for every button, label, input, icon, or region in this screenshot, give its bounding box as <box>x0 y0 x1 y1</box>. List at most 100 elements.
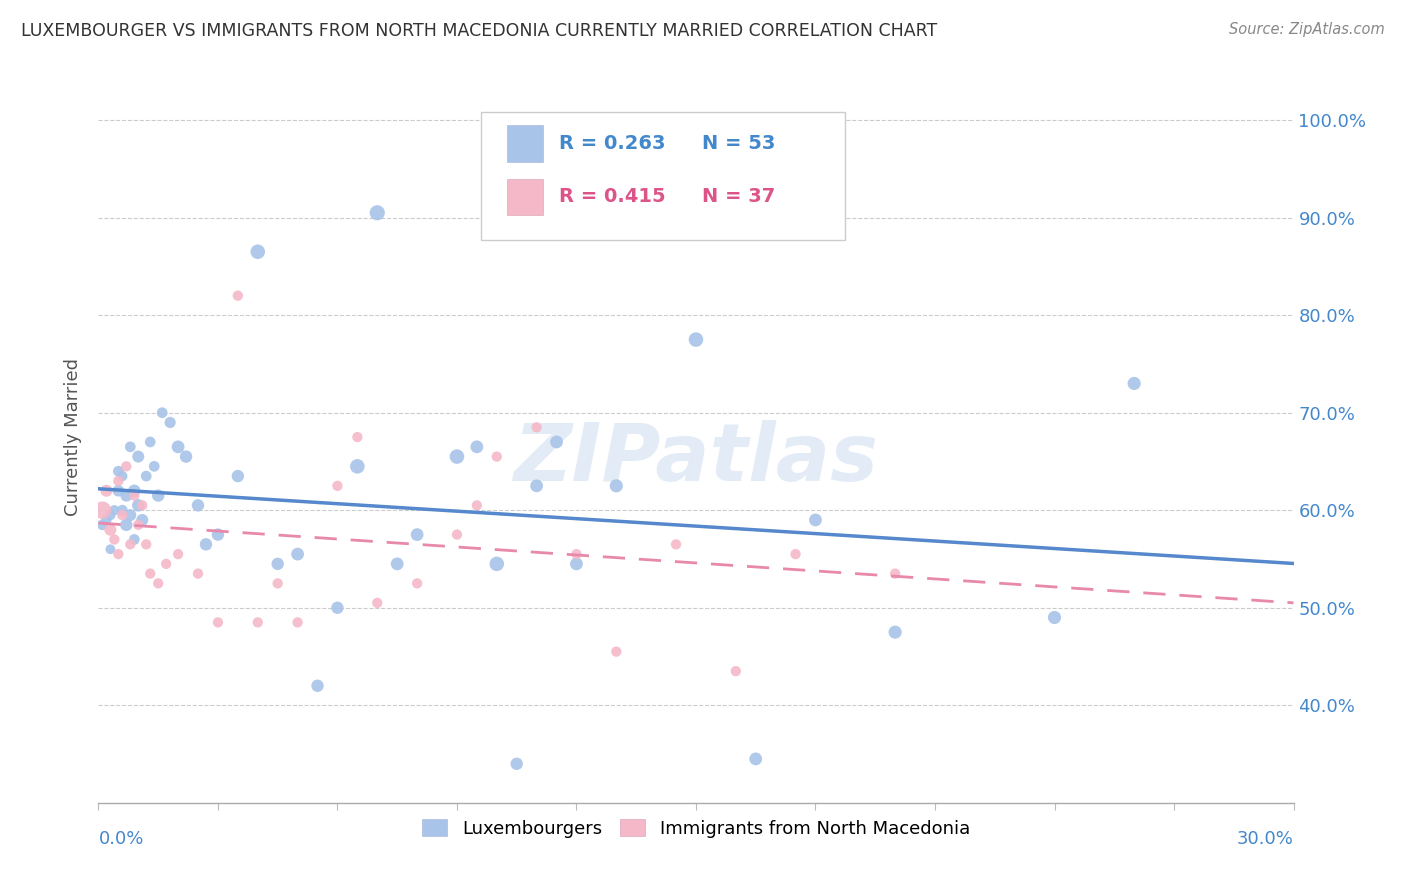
Point <box>120 537 142 551</box>
Point <box>226 469 249 483</box>
Point <box>159 416 181 430</box>
Point <box>446 450 468 464</box>
Point <box>124 483 146 498</box>
Point <box>246 244 269 259</box>
Point <box>96 513 118 527</box>
Point <box>107 474 129 488</box>
Text: 0.0%: 0.0% <box>98 830 143 848</box>
Text: R = 0.263: R = 0.263 <box>558 134 665 153</box>
Point <box>148 489 170 503</box>
Point <box>465 440 488 454</box>
Point <box>267 557 290 571</box>
Point <box>143 459 166 474</box>
Point <box>526 479 548 493</box>
Point <box>167 547 190 561</box>
Legend: Luxembourgers, Immigrants from North Macedonia: Luxembourgers, Immigrants from North Mac… <box>415 813 977 845</box>
Point <box>1043 610 1066 624</box>
Point <box>485 557 508 571</box>
Point <box>103 533 125 547</box>
Point <box>187 499 209 513</box>
Point <box>120 508 142 522</box>
Point <box>446 527 468 541</box>
Point <box>605 479 627 493</box>
Text: 30.0%: 30.0% <box>1237 830 1294 848</box>
Point <box>127 450 149 464</box>
Point <box>1123 376 1146 391</box>
Point <box>406 527 429 541</box>
Text: Source: ZipAtlas.com: Source: ZipAtlas.com <box>1229 22 1385 37</box>
Point <box>120 440 142 454</box>
Point <box>107 483 129 498</box>
Point <box>346 459 368 474</box>
Text: R = 0.415: R = 0.415 <box>558 187 665 206</box>
Point <box>115 489 138 503</box>
Point <box>135 537 157 551</box>
Point <box>187 566 209 581</box>
Point <box>246 615 269 630</box>
Point <box>127 499 149 513</box>
Point <box>131 513 153 527</box>
FancyBboxPatch shape <box>508 178 543 215</box>
Point <box>565 557 588 571</box>
Point <box>307 679 329 693</box>
Point <box>155 557 177 571</box>
Point <box>346 430 368 444</box>
Point <box>148 576 170 591</box>
Y-axis label: Currently Married: Currently Married <box>65 358 83 516</box>
Point <box>366 596 388 610</box>
Point <box>465 499 488 513</box>
Point <box>685 333 707 347</box>
Point <box>103 503 125 517</box>
Point <box>91 503 114 517</box>
Point <box>406 576 429 591</box>
Point <box>207 615 229 630</box>
Point <box>287 547 309 561</box>
Point <box>98 523 122 537</box>
Point <box>98 542 122 557</box>
Point <box>804 513 827 527</box>
Point <box>366 206 388 220</box>
Point <box>326 479 349 493</box>
Point <box>111 469 134 483</box>
Point <box>526 420 548 434</box>
Point <box>565 547 588 561</box>
Point <box>506 756 529 771</box>
Point <box>745 752 768 766</box>
FancyBboxPatch shape <box>481 112 845 240</box>
Point <box>884 625 907 640</box>
Point <box>785 547 807 561</box>
Point <box>884 566 907 581</box>
Point <box>135 469 157 483</box>
Point <box>326 600 349 615</box>
Point <box>226 288 249 302</box>
Point <box>724 664 747 678</box>
Point <box>605 645 627 659</box>
Point <box>485 450 508 464</box>
Point <box>111 508 134 522</box>
Point <box>167 440 190 454</box>
Point <box>96 483 118 498</box>
Point <box>385 557 409 571</box>
Point <box>98 508 122 522</box>
Point <box>174 450 197 464</box>
Point <box>267 576 290 591</box>
Point <box>287 615 309 630</box>
Point <box>150 406 173 420</box>
Point <box>124 533 146 547</box>
Point <box>91 517 114 532</box>
Point <box>127 517 149 532</box>
Point <box>107 547 129 561</box>
FancyBboxPatch shape <box>508 126 543 162</box>
Text: N = 37: N = 37 <box>702 187 775 206</box>
Point <box>207 527 229 541</box>
Point <box>546 434 568 449</box>
Point <box>115 459 138 474</box>
Point <box>107 464 129 478</box>
Point <box>139 434 162 449</box>
Point <box>139 566 162 581</box>
Text: N = 53: N = 53 <box>702 134 775 153</box>
Point <box>111 503 134 517</box>
Point <box>124 489 146 503</box>
Point <box>131 499 153 513</box>
Point <box>115 517 138 532</box>
